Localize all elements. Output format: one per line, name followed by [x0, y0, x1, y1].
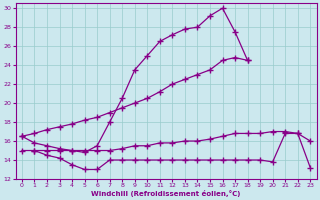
X-axis label: Windchill (Refroidissement éolien,°C): Windchill (Refroidissement éolien,°C)	[92, 190, 241, 197]
